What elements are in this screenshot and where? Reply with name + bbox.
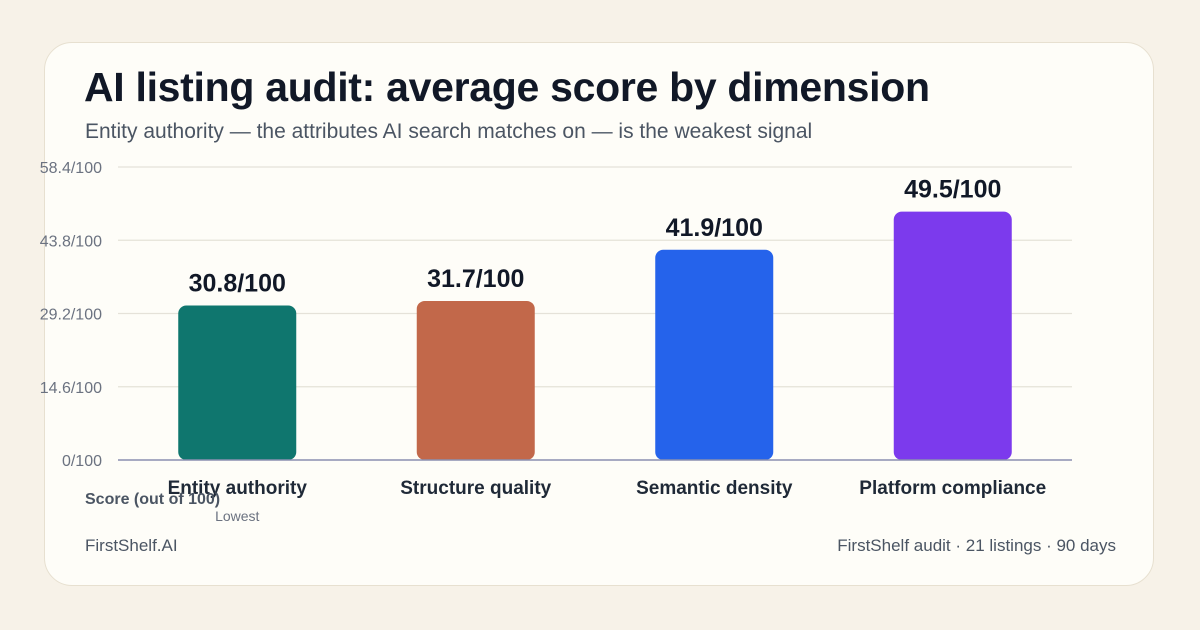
y-axis-title: Score (out of 100) — [85, 491, 220, 508]
chart-subtitle: Entity authority — the attributes AI sea… — [85, 120, 813, 143]
bar — [416, 300, 535, 460]
x-tick-label: Entity authority — [168, 478, 308, 499]
x-tick-label: Semantic density — [636, 478, 793, 499]
data-label: 30.8/100 — [189, 269, 286, 297]
brand-label: FirstShelf.AI — [85, 536, 178, 555]
x-tick-label: Platform compliance — [859, 478, 1046, 499]
y-tick-label: 29.2/100 — [40, 307, 102, 324]
y-tick-label: 0/100 — [62, 453, 102, 470]
source-note: FirstShelf audit · 21 listings · 90 days — [837, 536, 1116, 555]
bar — [655, 249, 774, 460]
bar — [893, 211, 1012, 460]
y-tick-label: 43.8/100 — [40, 233, 102, 250]
data-label: 41.9/100 — [666, 214, 763, 242]
category-note: Lowest — [215, 508, 259, 524]
x-tick-label: Structure quality — [400, 478, 551, 499]
bar — [178, 305, 297, 460]
data-label: 31.7/100 — [427, 265, 524, 293]
y-tick-label: 58.4/100 — [40, 160, 102, 177]
y-tick-label: 14.6/100 — [40, 380, 102, 397]
data-label: 49.5/100 — [904, 176, 1001, 204]
chart-title: AI listing audit: average score by dimen… — [84, 64, 930, 110]
